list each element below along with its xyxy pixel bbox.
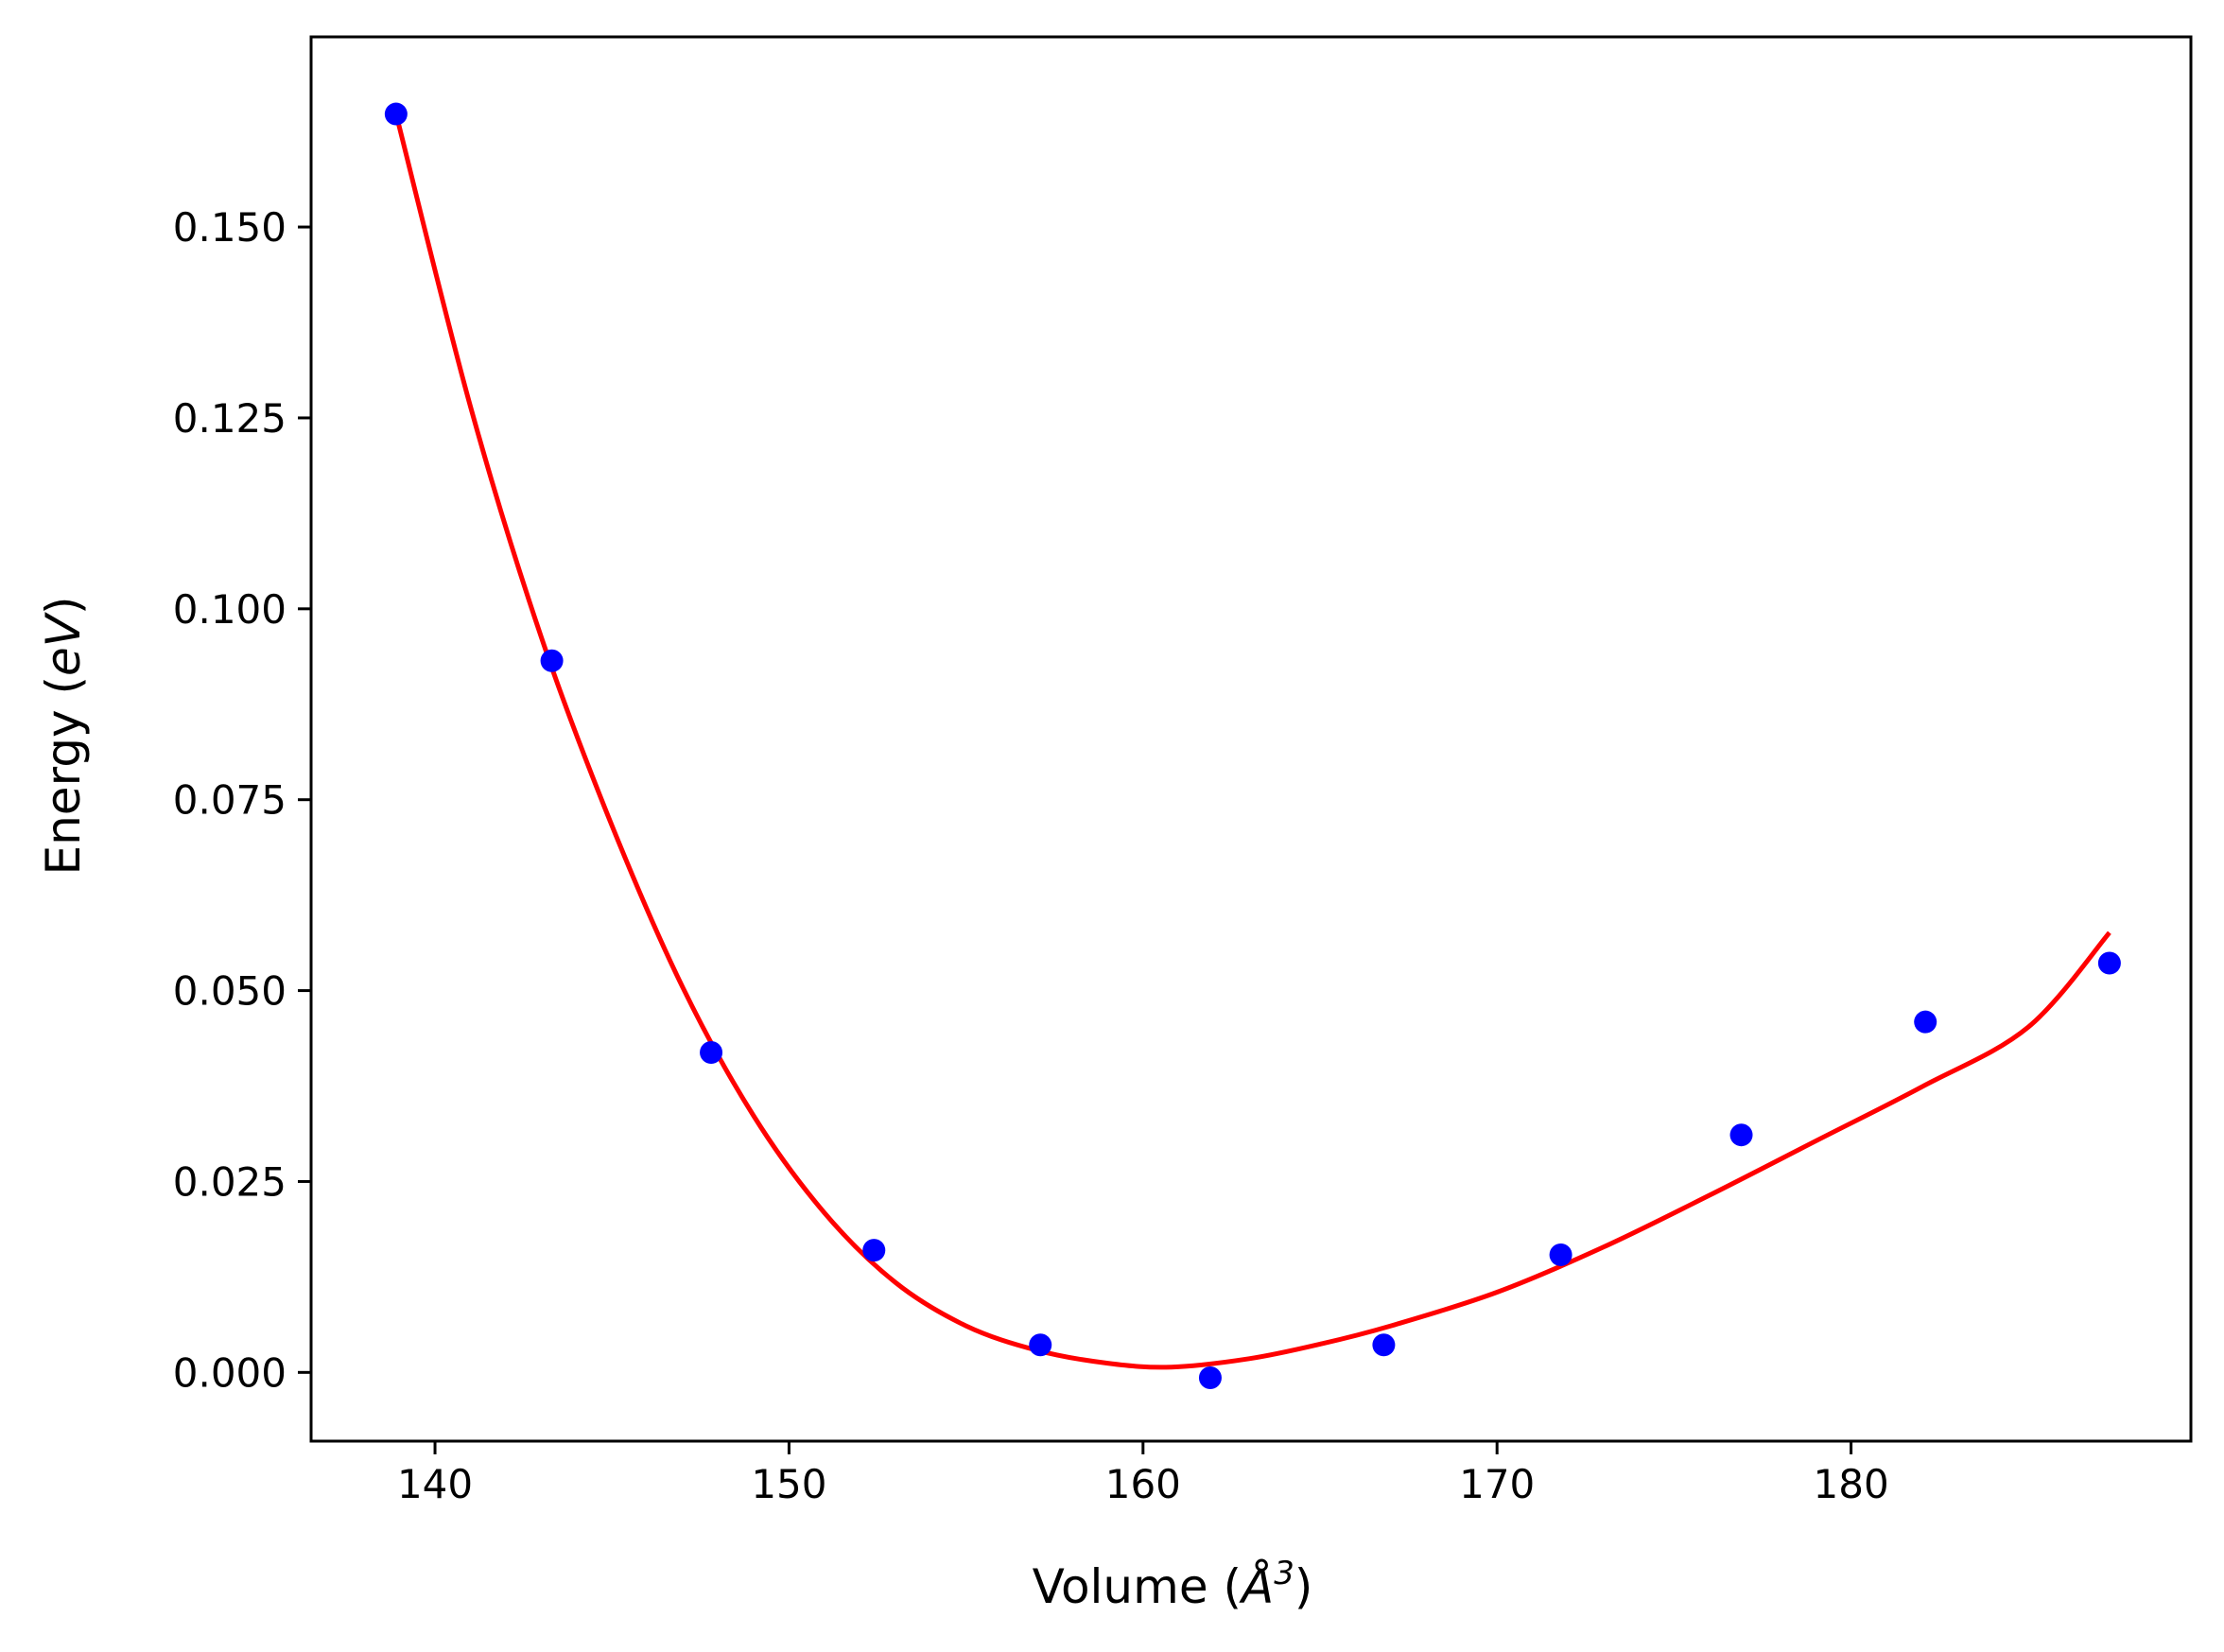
data-point bbox=[1372, 1333, 1396, 1357]
data-point bbox=[540, 649, 564, 672]
y-tick-label: 0.150 bbox=[173, 204, 287, 251]
fit-curve-line bbox=[393, 113, 2111, 1370]
y-tick-label: 0.025 bbox=[173, 1158, 287, 1205]
x-axis-ticks: 140 150 160 170 180 bbox=[397, 1441, 1889, 1507]
x-tick-label: 150 bbox=[751, 1461, 826, 1507]
x-tick-label: 170 bbox=[1459, 1461, 1535, 1507]
data-point bbox=[700, 1040, 723, 1064]
x-tick-label: 160 bbox=[1105, 1461, 1181, 1507]
y-tick-label: 0.075 bbox=[173, 777, 287, 824]
data-point bbox=[384, 102, 408, 126]
y-tick-label: 0.125 bbox=[173, 395, 287, 442]
x-tick-label: 140 bbox=[397, 1461, 473, 1507]
data-point bbox=[1549, 1243, 1572, 1266]
fit-curve-layer bbox=[393, 113, 2111, 1370]
y-tick-label: 0.100 bbox=[173, 586, 287, 633]
y-tick-label: 0.050 bbox=[173, 968, 287, 1015]
data-point bbox=[1914, 1010, 1937, 1034]
y-axis-ticks: 0.000 0.025 0.050 0.075 0.100 0.125 0.150 bbox=[173, 204, 311, 1396]
x-axis-label: Volume (Å3) bbox=[1033, 1555, 1313, 1614]
y-tick-label: 0.000 bbox=[173, 1349, 287, 1396]
plot-frame bbox=[309, 35, 2193, 1443]
data-point bbox=[1729, 1123, 1753, 1147]
data-points-layer bbox=[384, 102, 2121, 1389]
data-point bbox=[1198, 1365, 1222, 1389]
data-point bbox=[2097, 951, 2121, 975]
data-point bbox=[1029, 1333, 1052, 1357]
y-axis-label: Energy (eV) bbox=[36, 597, 91, 876]
x-tick-label: 180 bbox=[1814, 1461, 1889, 1507]
data-point bbox=[862, 1239, 886, 1262]
